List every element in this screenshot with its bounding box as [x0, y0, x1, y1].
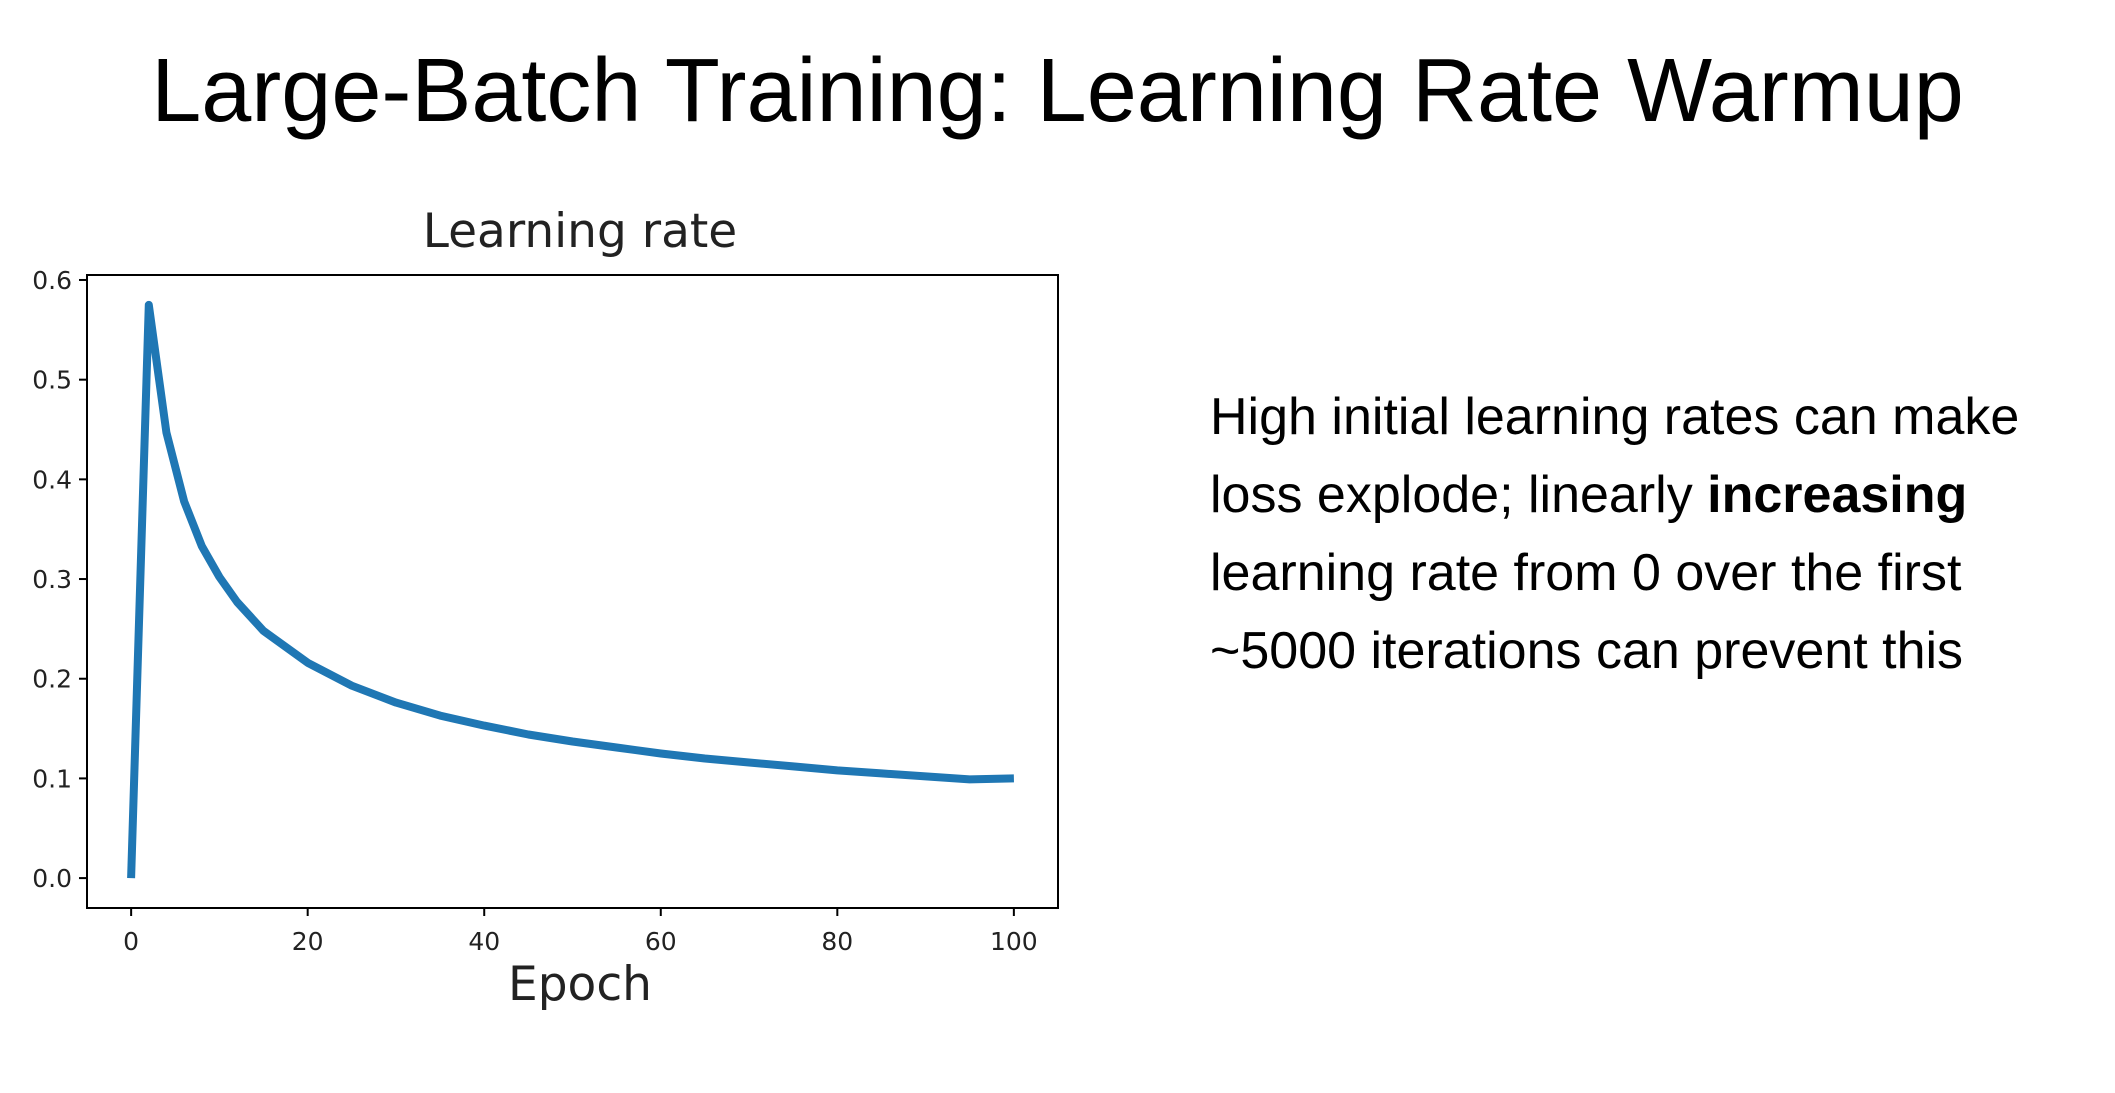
- x-tick-label: 20: [292, 927, 324, 956]
- y-tick-layer: 0.0 0.1 0.2 0.3 0.4 0.5 0.6: [32, 266, 87, 893]
- x-tick-label: 60: [645, 927, 677, 956]
- y-tick-label: 0.3: [32, 565, 72, 594]
- axes-layer: [86, 274, 1059, 909]
- series-layer: [127, 300, 1014, 879]
- x-tick-layer: 0 20 40 60 80 100: [123, 908, 1038, 956]
- y-tick-label: 0.2: [32, 665, 72, 694]
- y-tick-label: 0.4: [32, 465, 72, 494]
- learning-rate-line: [127, 300, 1014, 879]
- chart-canvas: Learning rate 0 20 40 60 80 100 0.00.10.20.30…: [32, 204, 1059, 1012]
- learning-rate-chart: Learning rate 0 20 40 60 80 100 0.0 0.1 0.2 0.3 0…: [0, 190, 1080, 1030]
- body-text-bold: increasing: [1707, 466, 1968, 524]
- x-tick-label: 40: [468, 927, 500, 956]
- plot-frame: [86, 274, 1059, 909]
- y-tick-label: 0.1: [32, 764, 72, 793]
- x-tick-label: 80: [821, 927, 853, 956]
- y-tick-label: 0.6: [32, 266, 72, 295]
- x-tick-label: 100: [990, 927, 1038, 956]
- slide-title: Large-Batch Training: Learning Rate Warm…: [151, 41, 1964, 141]
- chart-title: Learning rate: [423, 204, 737, 259]
- x-tick-label: 0: [123, 927, 139, 956]
- y-tick-label: 0.0: [32, 864, 72, 893]
- x-axis-label: Epoch: [508, 957, 652, 1012]
- body-text: High initial learning rates can make los…: [1210, 378, 2110, 690]
- y-tick-label: 0.5: [32, 366, 72, 395]
- body-text-part-2: learning rate from 0 over the first ~500…: [1210, 544, 1964, 680]
- body-text-part-1: High initial learning rates can make los…: [1210, 388, 2020, 524]
